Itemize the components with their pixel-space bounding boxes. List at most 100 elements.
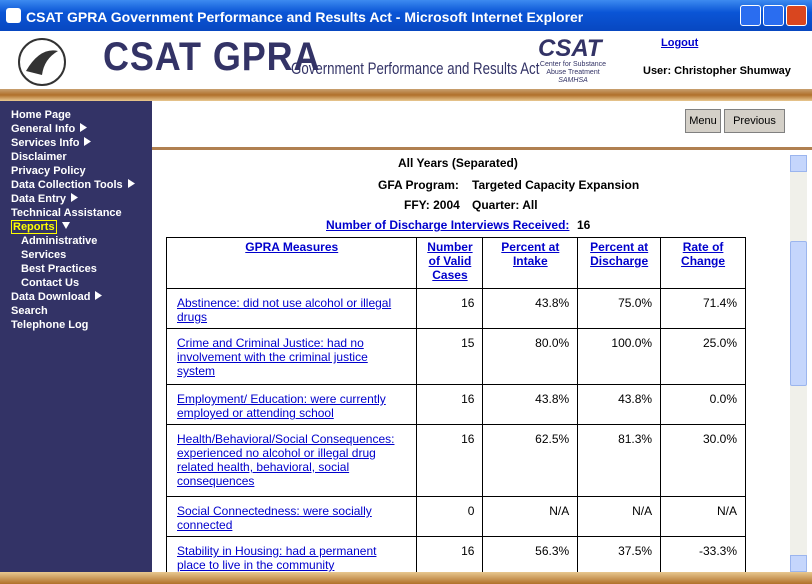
nav-item[interactable]: Disclaimer xyxy=(0,150,152,164)
nav-item[interactable]: Privacy Policy xyxy=(0,164,152,178)
nav-item[interactable]: Services xyxy=(0,248,152,262)
nav-item[interactable]: Data Entry xyxy=(0,192,152,206)
value-cell: 75.0% xyxy=(577,288,662,329)
previous-button[interactable]: Previous xyxy=(724,109,785,133)
cell-value: 100.0% xyxy=(611,336,653,350)
column-header: Percent at Discharge xyxy=(577,237,662,289)
header-link[interactable]: Rate of Change xyxy=(681,240,726,268)
close-button[interactable] xyxy=(786,5,807,26)
side-nav: Home Page General Info Services Info Discla… xyxy=(0,101,152,573)
nav-item[interactable]: General Info xyxy=(0,122,152,136)
nav-arrow xyxy=(61,222,70,229)
cell-value: N/A xyxy=(632,504,653,518)
value-cell: 43.8% xyxy=(577,384,662,425)
user-name: User: Christopher Shumway xyxy=(643,65,791,77)
table-row: Health/Behavioral/Social Consequences: e… xyxy=(165,424,746,497)
maximize-button[interactable] xyxy=(763,5,784,26)
site-title: CSAT GPRA xyxy=(103,35,321,79)
nav-item[interactable]: Best Practices xyxy=(0,262,152,276)
nav-item[interactable]: Administrative xyxy=(0,234,152,248)
interviews-link[interactable]: Number of Discharge Interviews Received: xyxy=(326,218,570,232)
cell-value: 37.5% xyxy=(618,544,653,558)
nav-item[interactable]: Data Collection Tools xyxy=(0,178,152,192)
cell-value: 16 xyxy=(461,296,475,310)
ie-icon xyxy=(6,8,21,23)
value-cell: 37.5% xyxy=(577,536,662,572)
header-link[interactable]: Number of Valid Cases xyxy=(427,240,473,282)
value-cell: 16 xyxy=(416,424,484,497)
scrollbar xyxy=(790,155,807,572)
cell-value: 80.0% xyxy=(535,336,570,350)
cell-value: 62.5% xyxy=(535,432,570,446)
window-title: CSAT GPRA Government Performance and Res… xyxy=(26,9,584,25)
minimize-button[interactable] xyxy=(740,5,761,26)
caption-line: Center for Substance xyxy=(539,61,607,68)
nav-label: Telephone Log xyxy=(11,319,89,331)
value-cell: N/A xyxy=(482,496,579,537)
cell-value: 43.8% xyxy=(618,392,653,406)
measure-cell: Social Connectedness: were socially conn… xyxy=(165,496,418,537)
measure-link[interactable]: Health/Behavioral/Social Consequences: e… xyxy=(177,432,395,488)
cell-value: N/A xyxy=(716,504,737,518)
value-cell: 43.8% xyxy=(482,384,579,425)
table-row: Social Connectedness: were socially conn… xyxy=(165,496,746,537)
nav-item[interactable]: Reports xyxy=(0,220,152,234)
cell-value: 71.4% xyxy=(702,296,737,310)
caption-line: Abuse Treatment xyxy=(546,69,600,76)
nav-item[interactable]: Home Page xyxy=(0,108,152,122)
nav-arrow xyxy=(95,291,103,300)
scroll-down[interactable] xyxy=(790,555,807,572)
table-row: Abstinence: did not use alcohol or illeg… xyxy=(165,288,746,329)
value-cell: 43.8% xyxy=(482,288,579,329)
cell-value: 0.0% xyxy=(709,392,737,406)
column-header: Rate of Change xyxy=(660,237,746,289)
measure-link[interactable]: Employment/ Education: were currently em… xyxy=(177,392,386,420)
nav-label: Privacy Policy xyxy=(11,165,86,177)
nav-item[interactable]: Contact Us xyxy=(0,276,152,290)
nav-label: Technical Assistance xyxy=(11,207,122,219)
table-row: Crime and Criminal Justice: had no invol… xyxy=(165,328,746,385)
program: Targeted Capacity Expansion xyxy=(472,178,640,192)
nav-item[interactable]: Data Download xyxy=(0,290,152,304)
measures-table: GPRA Measures Number of Valid Cases Percen… xyxy=(165,237,746,572)
cell-value: 81.3% xyxy=(618,432,653,446)
nav-label: Home Page xyxy=(11,109,71,121)
cell-value: 43.8% xyxy=(535,296,570,310)
nav-item[interactable]: Services Info xyxy=(0,136,152,150)
scroll-thumb[interactable] xyxy=(790,241,807,386)
header-link[interactable]: Percent at Discharge xyxy=(590,240,649,268)
value-cell: 81.3% xyxy=(577,424,662,497)
nav-item[interactable]: Technical Assistance xyxy=(0,206,152,220)
measure-link[interactable]: Abstinence: did not use alcohol or illeg… xyxy=(177,296,392,324)
cell-value: 25.0% xyxy=(702,336,737,350)
scroll-up[interactable] xyxy=(790,155,807,172)
value-cell: 100.0% xyxy=(577,328,662,385)
nav-label: Data Entry xyxy=(11,193,67,205)
measure-link[interactable]: Crime and Criminal Justice: had no invol… xyxy=(177,336,368,378)
cell-value: -33.3% xyxy=(698,544,737,558)
cell-value: 16 xyxy=(461,544,475,558)
nav-item[interactable]: Search xyxy=(0,304,152,318)
value-cell: 16 xyxy=(416,288,484,329)
header-link[interactable]: Percent at Intake xyxy=(501,240,560,268)
quarter: Quarter: All xyxy=(472,198,538,212)
cell-value: 16 xyxy=(461,392,475,406)
column-header: Number of Valid Cases xyxy=(416,237,484,289)
footer-bar xyxy=(0,572,812,584)
measure-cell: Employment/ Education: were currently em… xyxy=(165,384,418,425)
value-cell: 16 xyxy=(416,384,484,425)
csat-caption: Center for Substance Abuse Treatment SAMHS… xyxy=(528,61,618,85)
menu-button[interactable]: Menu xyxy=(685,109,721,133)
value-cell: 16 xyxy=(416,536,484,572)
site-subtitle: Government Performance and Results Act xyxy=(291,59,540,78)
header-link[interactable]: GPRA Measures xyxy=(245,240,339,254)
nav-item[interactable]: Telephone Log xyxy=(0,318,152,332)
value-cell: 71.4% xyxy=(660,288,746,329)
measure-link[interactable]: Social Connectedness: were socially conn… xyxy=(177,504,372,532)
ffy: FFY: 2004 xyxy=(404,198,460,212)
nav-arrow xyxy=(127,179,135,188)
measure-link[interactable]: Stability in Housing: had a permanent pl… xyxy=(177,544,377,572)
nav-arrow xyxy=(71,193,79,202)
logout-link[interactable]: Logout xyxy=(661,37,699,49)
